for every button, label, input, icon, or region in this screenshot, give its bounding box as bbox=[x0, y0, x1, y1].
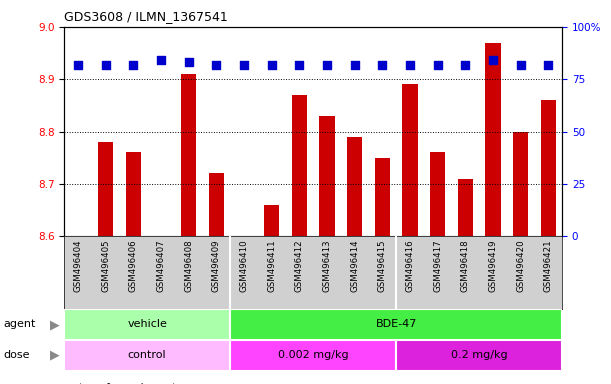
Text: GSM496410: GSM496410 bbox=[240, 240, 249, 293]
Bar bbox=[264, 205, 279, 236]
Point bbox=[267, 61, 277, 68]
Bar bbox=[485, 43, 500, 236]
Text: vehicle: vehicle bbox=[127, 319, 167, 329]
Text: GSM496404: GSM496404 bbox=[73, 240, 82, 293]
Bar bbox=[98, 142, 113, 236]
Point bbox=[184, 60, 194, 66]
Text: GSM496411: GSM496411 bbox=[267, 240, 276, 293]
Text: GSM496412: GSM496412 bbox=[295, 240, 304, 293]
Text: GSM496421: GSM496421 bbox=[544, 240, 553, 293]
Text: ▶: ▶ bbox=[50, 349, 60, 362]
Bar bbox=[181, 74, 196, 236]
Text: GSM496408: GSM496408 bbox=[184, 240, 193, 293]
Bar bbox=[430, 152, 445, 236]
Bar bbox=[458, 179, 473, 236]
Text: GSM496409: GSM496409 bbox=[212, 240, 221, 292]
Text: GSM496413: GSM496413 bbox=[323, 240, 332, 293]
Point bbox=[461, 61, 470, 68]
Text: GDS3608 / ILMN_1367541: GDS3608 / ILMN_1367541 bbox=[64, 10, 228, 23]
Point bbox=[322, 61, 332, 68]
Point bbox=[488, 57, 498, 63]
Bar bbox=[347, 137, 362, 236]
Text: control: control bbox=[128, 350, 166, 360]
Text: GSM496420: GSM496420 bbox=[516, 240, 525, 293]
Text: GSM496416: GSM496416 bbox=[406, 240, 414, 293]
Bar bbox=[375, 158, 390, 236]
Bar bbox=[64, 340, 230, 371]
Text: GSM496415: GSM496415 bbox=[378, 240, 387, 293]
Bar bbox=[64, 309, 230, 340]
Bar bbox=[403, 84, 417, 236]
Point bbox=[73, 61, 83, 68]
Bar bbox=[230, 340, 396, 371]
Bar bbox=[230, 309, 562, 340]
Point bbox=[295, 61, 304, 68]
Text: ▶: ▶ bbox=[50, 318, 60, 331]
Point bbox=[516, 61, 525, 68]
Text: 0.2 mg/kg: 0.2 mg/kg bbox=[451, 350, 508, 360]
Text: GSM496417: GSM496417 bbox=[433, 240, 442, 293]
Text: BDE-47: BDE-47 bbox=[375, 319, 417, 329]
Point bbox=[349, 61, 359, 68]
Text: GSM496407: GSM496407 bbox=[156, 240, 166, 293]
Text: GSM496405: GSM496405 bbox=[101, 240, 110, 293]
Point bbox=[433, 61, 442, 68]
Point bbox=[543, 61, 553, 68]
Point bbox=[156, 57, 166, 63]
Text: 0.002 mg/kg: 0.002 mg/kg bbox=[278, 350, 348, 360]
Bar bbox=[209, 173, 224, 236]
Bar bbox=[396, 340, 562, 371]
Text: ■: ■ bbox=[64, 381, 76, 384]
Bar bbox=[291, 95, 307, 236]
Text: GSM496418: GSM496418 bbox=[461, 240, 470, 293]
Point bbox=[378, 61, 387, 68]
Point bbox=[405, 61, 415, 68]
Bar bbox=[320, 116, 335, 236]
Text: GSM496406: GSM496406 bbox=[129, 240, 138, 293]
Text: GSM496419: GSM496419 bbox=[488, 240, 497, 292]
Point bbox=[128, 61, 138, 68]
Point bbox=[239, 61, 249, 68]
Bar bbox=[513, 131, 529, 236]
Bar bbox=[541, 100, 556, 236]
Text: dose: dose bbox=[3, 350, 29, 360]
Point bbox=[101, 61, 111, 68]
Text: GSM496414: GSM496414 bbox=[350, 240, 359, 293]
Bar bbox=[126, 152, 141, 236]
Point bbox=[211, 61, 221, 68]
Text: transformed count: transformed count bbox=[79, 383, 177, 384]
Text: agent: agent bbox=[3, 319, 35, 329]
